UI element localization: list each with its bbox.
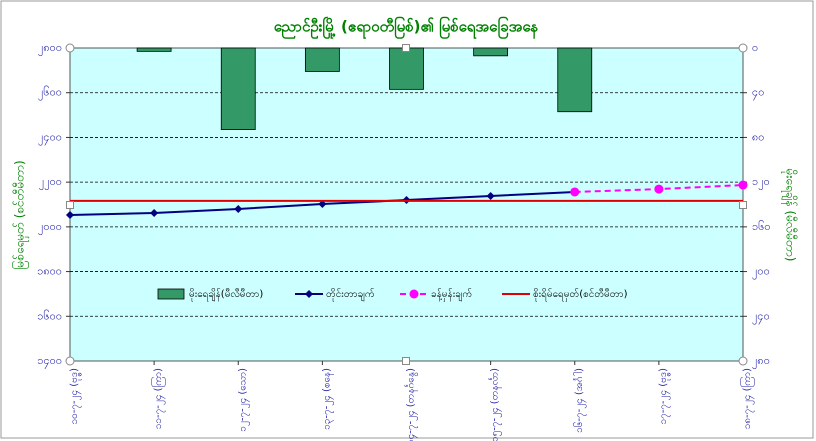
point [738, 180, 748, 190]
x-tick-label: ၁၄-၇-၂၄ (တနင်္ဂနွေ) [404, 368, 419, 441]
y-tick-label: ၂၀၀၀ [38, 220, 62, 235]
y-tick-label: ၁၈၀၀ [37, 265, 62, 278]
y-tick-label: ၂၆၀၀ [38, 86, 62, 101]
y-tick-label: ၂၄၀၀ [38, 130, 62, 145]
bar [557, 47, 593, 113]
y2-axis-title: မိုးရေချိန် (မီလီမီတာ) [781, 169, 799, 262]
point [150, 208, 159, 217]
legend-label: စိုးရိမ်ရေမှတ်(စင်တီမီတာ) [533, 287, 628, 302]
y2-tick-label: ၀ [752, 41, 758, 54]
y-axis-title: မြစ်ရေမှတ် (စင်တီမီတာ) [11, 160, 30, 269]
bar [220, 47, 256, 131]
y2-tick-label: ၈၀ [752, 130, 764, 143]
y2-tick-label: ၂၀၀ [752, 265, 770, 280]
x-tick-label: ၁၃-၇-၂၄ (စနေ) [321, 368, 334, 430]
y-tick-label: ၂၂၀၀ [39, 175, 62, 190]
legend-label: မိုးရေချိန်(မီလီမီတာ) [189, 287, 263, 302]
y-tick-label: ၁၆၀၀ [37, 309, 62, 322]
handle [65, 43, 75, 53]
bar [389, 47, 424, 90]
plot-area [69, 47, 744, 362]
legend-marker [409, 289, 419, 299]
x-tick-label: ၁၅-၇-၂၄ (တနင်္လာ) [488, 368, 503, 441]
handle [65, 356, 75, 366]
x-tick-label: ၁၆-၇-၂၄ (အင်္ဂါ) [572, 368, 587, 433]
y2-tick-label: ၂၄၀ [752, 309, 770, 324]
point [486, 192, 495, 201]
handle [402, 44, 410, 52]
y2-tick-label: ၁၆၀ [752, 220, 771, 233]
handle [66, 201, 74, 209]
y2-tick-label: ၂၈၀ [752, 354, 770, 369]
x-tick-label: ၁၂-၇-၂၄ (သော) [237, 368, 250, 432]
legend-label: တိုင်းတာချက် [326, 287, 375, 302]
bar [304, 47, 340, 72]
legend-label: ခန့်မှန်းချက် [431, 287, 472, 302]
point [234, 204, 243, 213]
point [654, 184, 664, 194]
y-tick-label: ၂၈၀၀ [38, 41, 62, 56]
legend-swatch [157, 288, 185, 300]
legend-marker [305, 290, 313, 298]
x-tick-label: ၁၀-၇-၂၄ (ဗုဒ္ဓ) [69, 368, 82, 425]
handle [738, 356, 748, 366]
x-tick-label: ၁၈-၇-၂၄ (ကြာ) [739, 368, 755, 429]
handle [739, 201, 747, 209]
y-tick-label: ၁၄၀၀ [37, 354, 62, 369]
point [66, 211, 74, 220]
handle [738, 43, 748, 53]
x-tick-label: ၁၁-၇-၂၄ (ကြာ) [150, 368, 166, 429]
bar [473, 47, 509, 57]
x-tick-label: ၁၇-၇-၂၄ (ဗုဒ္ဓ) [658, 368, 671, 425]
bar [136, 47, 172, 52]
point [570, 187, 580, 197]
y2-tick-label: ၁၂၀ [752, 175, 770, 190]
y2-tick-label: ၄၀ [752, 86, 764, 101]
handle [402, 357, 410, 365]
point [318, 200, 327, 209]
